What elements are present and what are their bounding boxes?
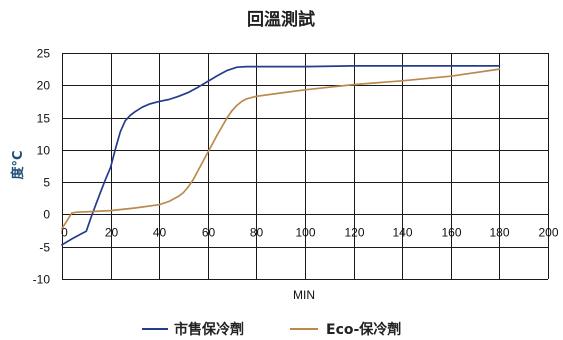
y-tick-label: -5 — [39, 241, 50, 255]
x-tick-label: 80 — [250, 225, 264, 239]
plot-grid — [62, 53, 549, 280]
x-tick-label: 120 — [344, 225, 364, 239]
series-line-commercial — [61, 65, 501, 246]
series-layer — [61, 65, 501, 246]
series-line-eco — [61, 68, 501, 230]
chart-title: 回溫測試 — [247, 9, 315, 30]
x-tick-label: 140 — [392, 225, 412, 239]
x-tick-label: 100 — [295, 225, 315, 239]
y-tick-label: 0 — [43, 208, 50, 222]
x-tick-label: 0 — [61, 225, 68, 239]
y-tick-label: 15 — [37, 112, 51, 126]
x-tick-label: 200 — [538, 225, 558, 239]
y-tick-label: 10 — [37, 144, 51, 158]
x-tick-label: 180 — [489, 225, 509, 239]
legend-label-commercial: 市售保冷劑 — [174, 321, 244, 338]
y-tick-label: -10 — [33, 273, 51, 287]
y-tick-label: 20 — [37, 79, 51, 93]
legend-label-eco: Eco-保冷劑 — [326, 321, 401, 338]
legend-item-commercial: 市售保冷劑 — [142, 321, 244, 338]
y-tick-label: 25 — [37, 47, 51, 61]
x-tick-label: 60 — [202, 225, 216, 239]
tick-labels: -10 -5 0 5 10 15 20 25 0 20 40 60 80 100 120 140 160 180 2… — [33, 47, 559, 287]
y-tick-label: 5 — [43, 176, 50, 190]
x-axis-title: MIN — [293, 288, 315, 302]
x-tick-label: 160 — [441, 225, 461, 239]
legend-item-eco: Eco-保冷劑 — [290, 321, 401, 338]
x-tick-label: 20 — [105, 225, 119, 239]
x-tick-label: 40 — [153, 225, 167, 239]
legend: 市售保冷劑 Eco-保冷劑 — [142, 321, 401, 338]
y-axis-title: 度°C — [10, 150, 26, 179]
